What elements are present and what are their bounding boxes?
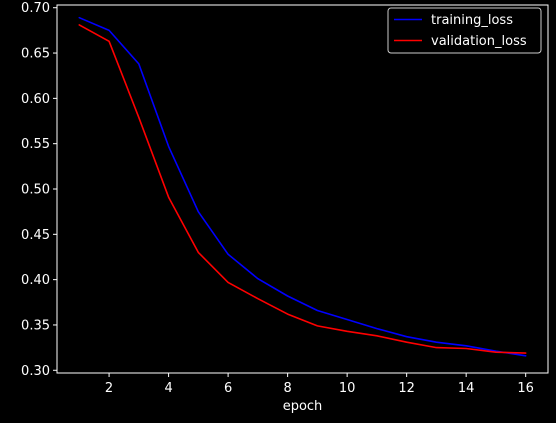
x-tick-label: 16 <box>517 381 534 396</box>
x-tick-label: 2 <box>105 381 113 396</box>
x-tick-label: 6 <box>224 381 232 396</box>
series-line-training-loss <box>78 16 527 357</box>
y-tick-label: 0.70 <box>21 1 50 16</box>
y-tick-label: 0.45 <box>21 228 50 243</box>
legend-label-validation-loss: validation_loss <box>431 34 527 49</box>
x-axis-label: epoch <box>283 399 323 414</box>
x-tick-label: 14 <box>458 381 475 396</box>
x-tick-label: 4 <box>164 381 172 396</box>
y-tick-label: 0.60 <box>21 92 50 107</box>
x-tick-label: 8 <box>283 381 291 396</box>
legend-box <box>387 7 542 54</box>
y-axis-ticks: 0.30 0.35 0.40 0.45 0.50 0.55 0.60 0.65 0.70 <box>21 1 57 379</box>
series-line-validation-loss <box>78 24 527 354</box>
x-tick-label: 12 <box>398 381 415 396</box>
legend-label-training-loss: training_loss <box>431 13 513 28</box>
y-tick-label: 0.65 <box>21 47 50 62</box>
y-tick-label: 0.30 <box>21 364 50 379</box>
y-tick-label: 0.40 <box>21 273 50 288</box>
plot-area <box>78 16 527 357</box>
x-tick-label: 10 <box>339 381 356 396</box>
y-tick-label: 0.55 <box>21 137 50 152</box>
x-axis-ticks: 2 4 6 8 10 12 14 16 <box>105 373 534 396</box>
y-tick-label: 0.35 <box>21 318 50 333</box>
y-tick-label: 0.50 <box>21 183 50 198</box>
legend: training_loss validation_loss <box>387 7 542 54</box>
